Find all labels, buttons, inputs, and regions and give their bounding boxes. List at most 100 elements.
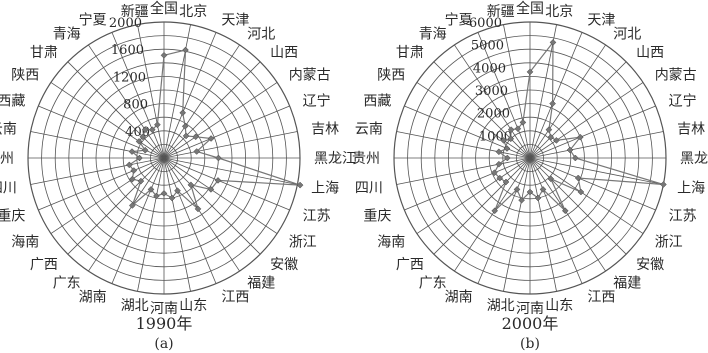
data-point — [496, 174, 504, 182]
year-caption-1990: 1990年 — [136, 314, 193, 333]
grid-spoke — [163, 157, 290, 211]
grid-spoke — [163, 157, 261, 255]
grid-spoke — [454, 157, 531, 272]
category-label: 广西 — [30, 257, 58, 273]
data-point — [154, 121, 161, 129]
data-point — [139, 133, 147, 141]
category-label: 江苏 — [303, 208, 331, 224]
data-point — [125, 161, 133, 169]
grid-spoke — [503, 24, 531, 159]
category-label: 黑龙江 — [680, 151, 708, 167]
grid-spoke — [163, 131, 298, 159]
grid-spoke — [30, 157, 165, 185]
grid-spoke — [50, 82, 165, 159]
data-point — [179, 109, 187, 117]
data-point — [513, 186, 521, 193]
category-label: 广西 — [396, 257, 424, 273]
category-label: 吉林 — [677, 122, 705, 138]
data-point — [215, 154, 222, 162]
category-label: 四川 — [0, 180, 17, 196]
radar-panel-1990: 400 800 1200 1600 2000 全国 北京天津河北山西内蒙古辽宁吉林黑龙江上… — [0, 0, 356, 352]
province-labels-1990: 全国 北京天津河北山西内蒙古辽宁吉林黑龙江上海江苏浙江安徽福建江西山东河南湖北湖南… — [0, 0, 356, 317]
category-label: 天津 — [587, 12, 615, 28]
data-point — [160, 51, 168, 59]
category-label: 全国 — [150, 0, 178, 17]
category-label: 上海 — [677, 180, 705, 196]
data-point — [577, 188, 585, 196]
tick-label: 1600 — [111, 43, 144, 58]
province-labels-2000: 全国北京天津河北山西内蒙古辽宁吉林黑龙江上海江苏浙江安徽福建江西山东河南湖北湖南… — [352, 0, 708, 317]
grid-spoke — [416, 157, 531, 234]
data-point — [534, 194, 542, 202]
category-label: 青海 — [419, 26, 447, 42]
radar-panel-2000: 1000 2000 3000 4000 5000 6000 全国 北京天津河北山西内蒙古辽宁… — [352, 0, 708, 352]
category-label: 贵州 — [352, 151, 380, 167]
category-label: 青海 — [53, 26, 81, 42]
grid-spoke — [433, 61, 531, 159]
year-caption-2000: 2000年 — [502, 314, 559, 333]
grid-spoke — [137, 157, 165, 292]
data-point — [148, 126, 156, 134]
category-label: 海南 — [377, 234, 405, 250]
grid-spoke — [529, 157, 664, 185]
grid-spoke — [137, 24, 165, 159]
grid-spoke — [30, 131, 165, 159]
data-point — [182, 46, 189, 54]
data-point — [514, 125, 522, 133]
category-label: 广东 — [53, 276, 81, 292]
category-label: 辽宁 — [303, 93, 331, 110]
data-point — [502, 178, 510, 186]
category-label: 北京 — [545, 4, 573, 20]
tick-label: 6000 — [469, 16, 502, 31]
category-label: 四川 — [355, 180, 383, 196]
grid-spoke — [163, 157, 217, 284]
data-point — [519, 119, 527, 126]
category-label: 西藏 — [363, 94, 391, 110]
category-label: 新疆 — [487, 4, 515, 20]
category-label: 湖北 — [121, 298, 149, 314]
grid-spoke — [529, 157, 557, 292]
grid-spoke — [433, 157, 531, 255]
grid-spoke — [38, 157, 165, 211]
tick-label: 2000 — [109, 16, 142, 31]
data-point — [137, 177, 145, 185]
grid-spoke — [529, 24, 557, 159]
category-label: 上海 — [311, 180, 339, 196]
grid-spoke — [416, 82, 531, 159]
data-point — [207, 135, 215, 142]
grid-spoke — [529, 82, 644, 159]
data-point — [193, 148, 201, 155]
data-point — [147, 186, 155, 193]
category-label: 湖南 — [445, 290, 473, 306]
category-label: 甘肃 — [396, 45, 424, 61]
category-label: 重庆 — [0, 208, 25, 224]
grid-spoke — [163, 105, 290, 159]
category-label: 福建 — [247, 276, 275, 292]
data-point — [187, 181, 195, 189]
category-label: 河北 — [247, 26, 275, 42]
grid-spoke — [163, 157, 278, 234]
data-point — [503, 154, 511, 162]
grid-spoke — [529, 44, 606, 159]
data-point — [547, 133, 555, 141]
category-label: 云南 — [355, 122, 383, 138]
category-label: 安徽 — [270, 257, 298, 273]
grid-spoke — [163, 157, 298, 185]
data-point — [491, 169, 498, 177]
data-point — [214, 177, 222, 184]
grid-spoke — [163, 24, 191, 159]
data-point — [168, 194, 176, 202]
data-point — [539, 186, 547, 193]
series-2000 — [491, 39, 667, 215]
data-point — [491, 207, 499, 215]
data-point — [571, 154, 579, 162]
data-point — [561, 207, 569, 215]
grid-spoke — [503, 157, 531, 292]
category-label: 浙江 — [655, 234, 683, 250]
data-point — [495, 160, 503, 168]
category-label: 广东 — [419, 276, 447, 292]
data-point — [495, 148, 503, 156]
category-label: 浙江 — [289, 234, 317, 250]
grid-spoke — [529, 157, 606, 272]
category-label: 河北 — [613, 26, 641, 42]
